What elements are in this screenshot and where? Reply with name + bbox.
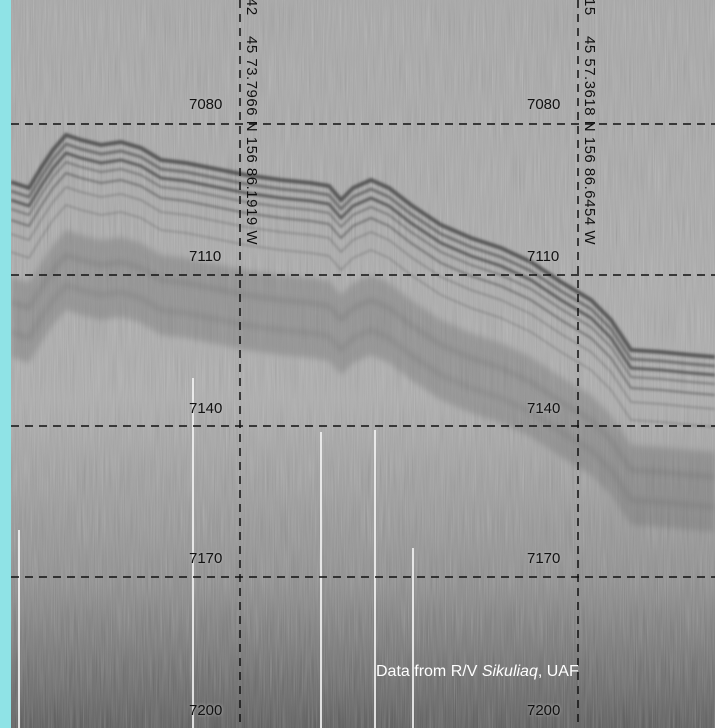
deep-reflector-1 [11,253,715,478]
deep-reflector-2 [11,283,715,508]
seismic-profile: 7080 7110 7140 7170 7200 7080 7110 7140 … [11,0,715,728]
depth-label-7140-left: 7140 [189,400,223,417]
coordinate-prefix-left: 42 [243,0,260,16]
depth-label-7110-right: 7110 [527,248,560,265]
subbottom-zone [11,230,715,537]
data-credit: Data from R/V Sikuliaq, UAF [376,663,579,681]
seismic-profile-image [11,0,715,728]
reflector-band-4 [11,160,715,385]
white-traces [18,378,414,728]
reflector-band-2 [11,142,715,368]
credit-vessel: Sikuliaq [481,663,538,680]
profile-noise [11,0,715,728]
credit-suffix: , UAF [537,663,579,680]
reflector-band-1 [11,132,715,359]
grid-lines [11,0,715,728]
depth-label-7170-right: 7170 [527,550,561,567]
depth-label-7110-left: 7110 [189,248,222,265]
coordinate-prefix-right: 15 [581,0,598,16]
depth-label-7080-right: 7080 [527,96,561,113]
coordinate-label-right: 45 57.3618 N 156 86.6454 W [581,36,598,245]
reflector-band-3 [11,151,715,377]
reflector-band-6 [11,186,715,410]
depth-label-7200-left: 7200 [189,702,223,719]
credit-prefix: Data from R/V [376,663,482,680]
depth-label-7170-left: 7170 [189,550,223,567]
reflector-layers [11,132,715,537]
depth-label-7140-right: 7140 [527,400,561,417]
depth-label-7080-left: 7080 [189,96,223,113]
reflector-band-7 [11,204,715,428]
coordinate-label-left: 45 73.7966 N 156 86.1919 W [243,36,260,245]
depth-label-7200-right: 7200 [527,702,561,719]
reflector-band-5 [11,171,715,396]
